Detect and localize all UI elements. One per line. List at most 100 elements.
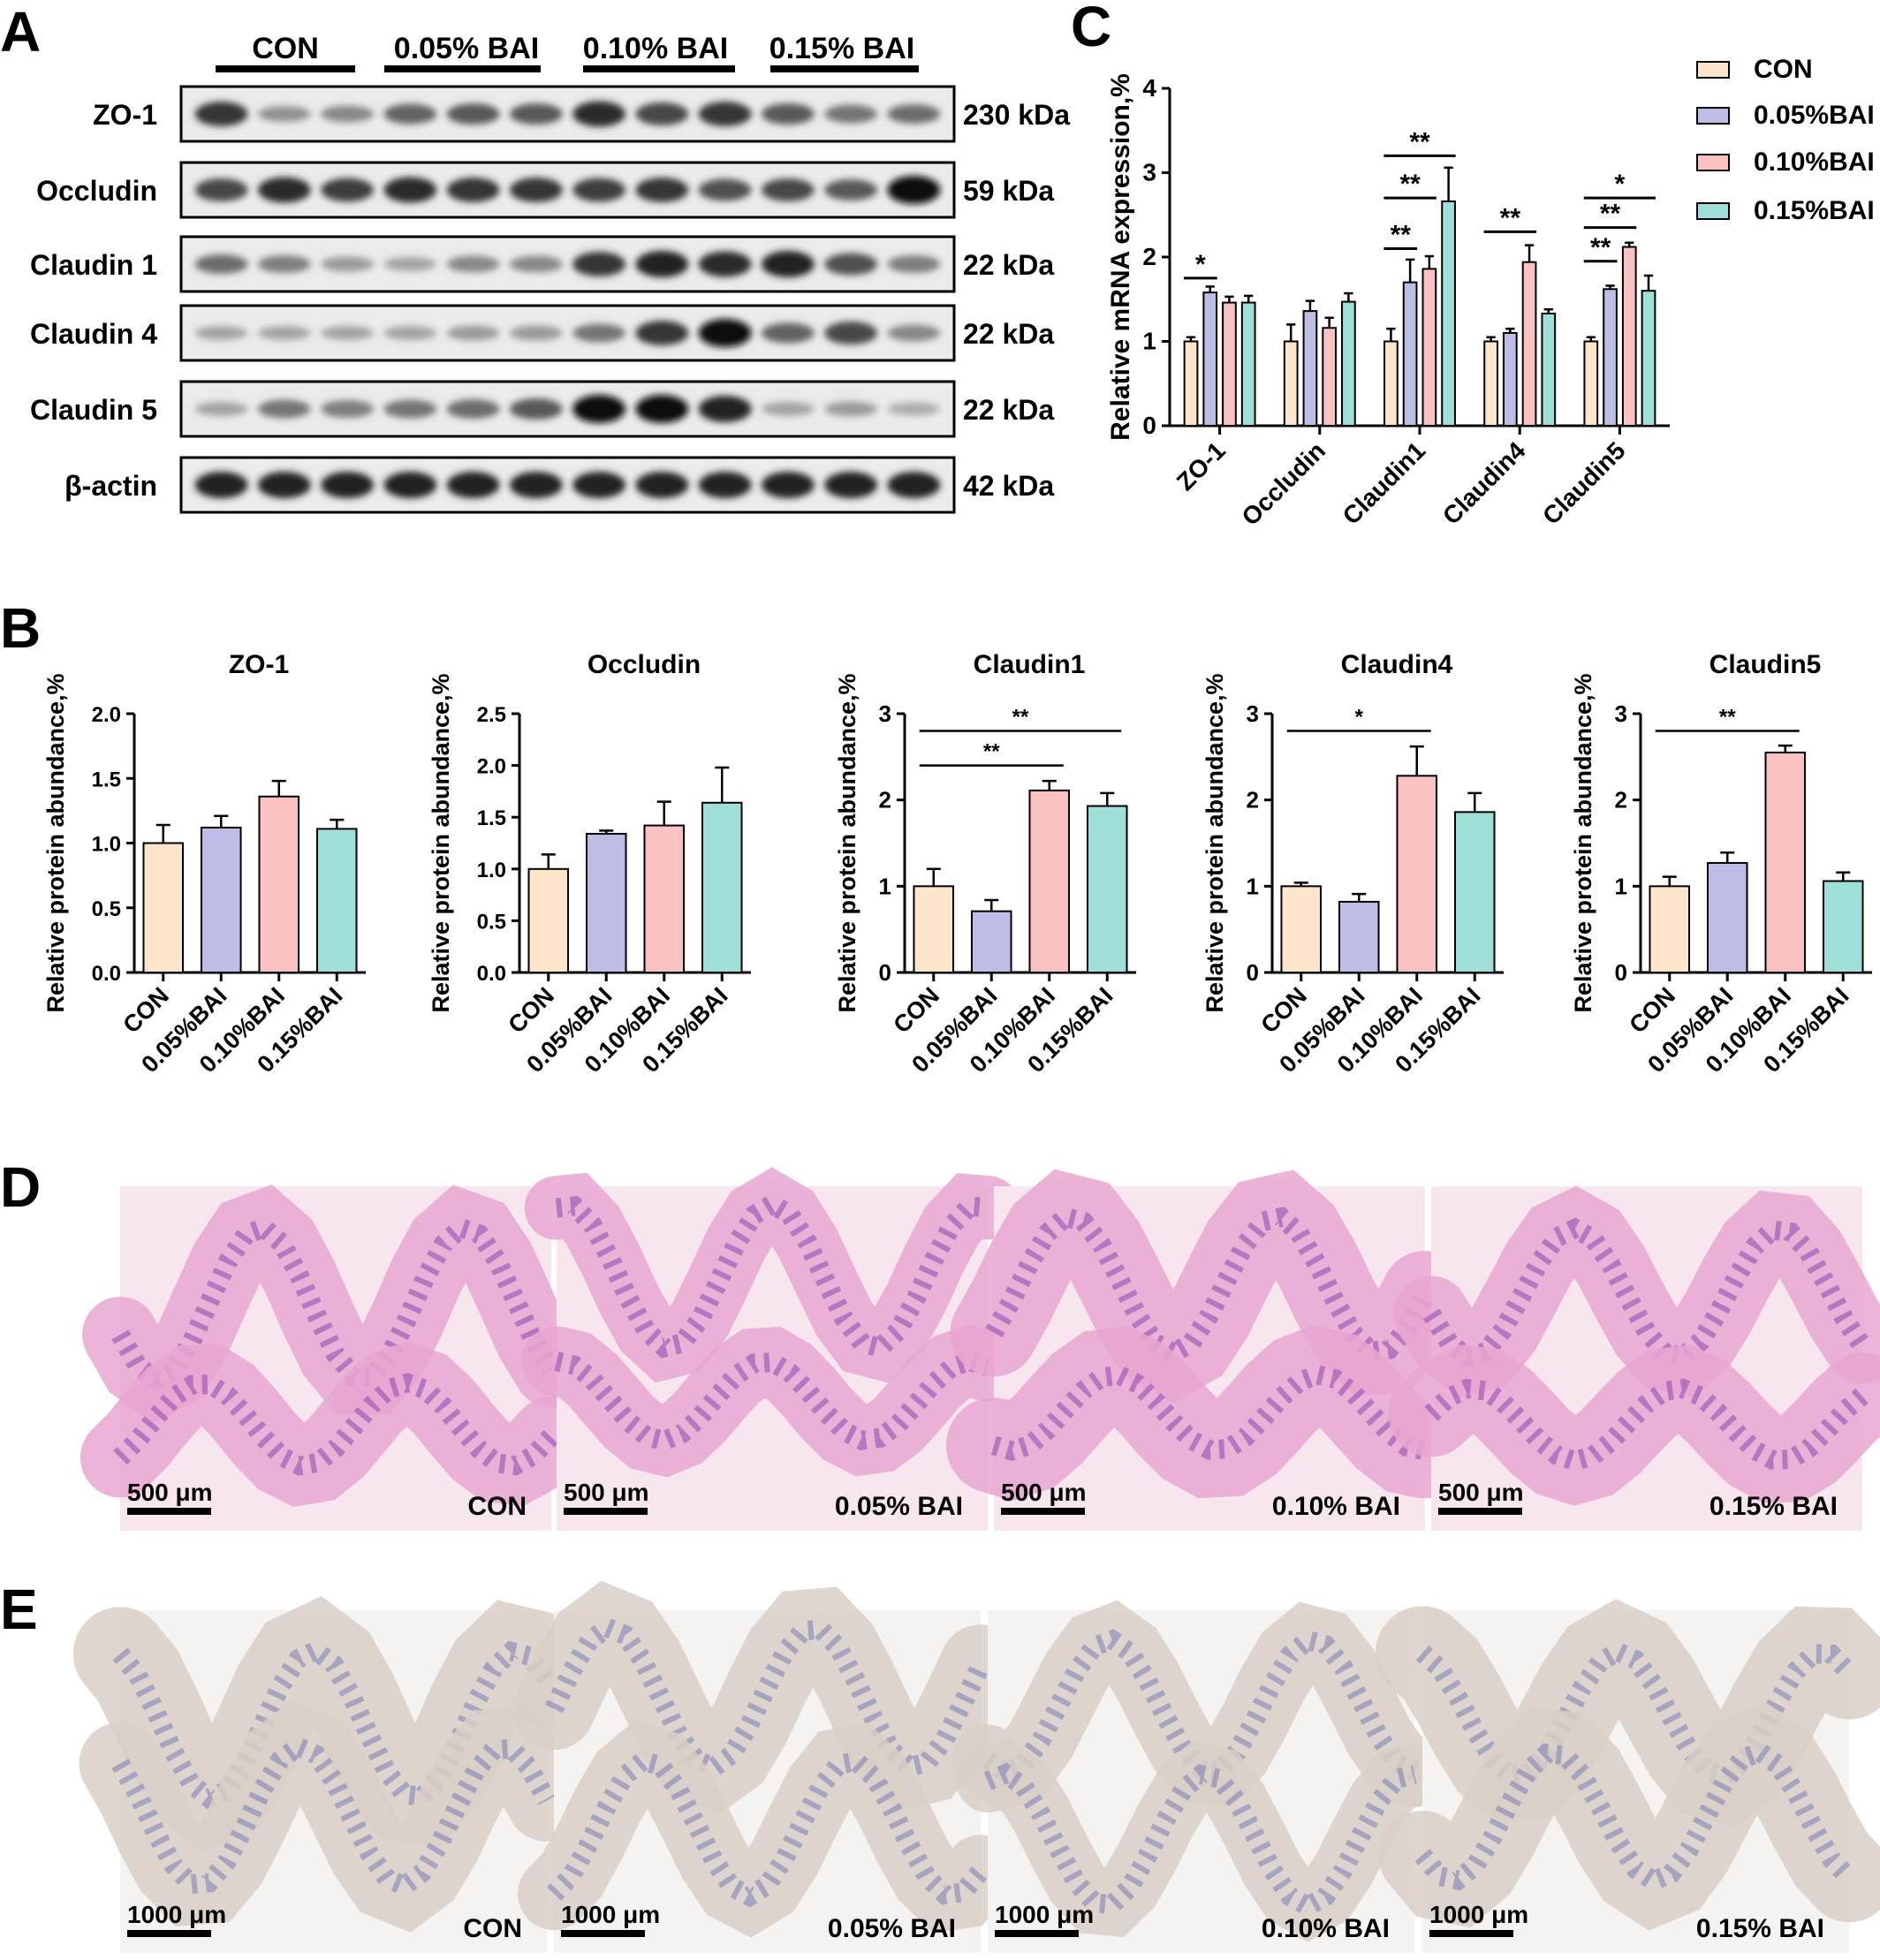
legend-label: 0.15%BAI	[1754, 196, 1875, 225]
y-tick-label: 1	[1247, 873, 1259, 899]
bar	[1283, 340, 1299, 427]
y-axis-label: Relative protein abundance,%	[42, 673, 69, 1012]
bar	[1240, 301, 1256, 427]
wb-band	[321, 178, 375, 202]
histology-group-label: 0.10% BAI	[1272, 1492, 1400, 1521]
wb-band	[321, 256, 375, 272]
wb-band	[383, 257, 437, 271]
wb-band	[698, 251, 752, 277]
protein-chart-claudin1: 0 1 2 3 Relative protein abundance,% Claudin1…	[834, 650, 1136, 1078]
wb-band	[446, 399, 500, 419]
wb-band	[824, 253, 878, 276]
histology-group-label: 0.05% BAI	[828, 1914, 956, 1943]
y-tick-label: 0.5	[92, 897, 121, 921]
wb-protein-label: β-actin	[64, 470, 157, 502]
protein-chart-occludin: 0.0 0.5 1.0 1.5 2.0 2.5 Relative protein abund…	[428, 650, 751, 1078]
wb-band	[383, 472, 437, 498]
wb-band	[257, 177, 311, 203]
significance-label: **	[1719, 706, 1736, 730]
bar	[585, 832, 627, 974]
tissue-crypts	[1424, 1378, 1869, 1472]
scale-bar-label: 1000 μm	[127, 1901, 226, 1928]
wb-band	[635, 251, 689, 277]
he-histology-panel: 500 μm CON 500 μm 0.05% BAI 500 μm 0.10% BAI 5…	[80, 1167, 1880, 1531]
histology-group-label: 0.10% BAI	[1262, 1914, 1390, 1943]
wb-band	[698, 102, 752, 126]
bar	[527, 867, 570, 973]
wb-band	[698, 178, 752, 201]
wb-band	[321, 105, 375, 123]
bar	[1280, 885, 1323, 973]
wb-band	[321, 400, 375, 418]
bar	[258, 795, 300, 974]
wb-band	[887, 324, 941, 342]
bar	[1396, 775, 1438, 973]
y-tick-label: 2	[1142, 243, 1156, 270]
significance-label: **	[983, 740, 1000, 764]
wb-band	[761, 251, 815, 277]
tissue-crypts	[983, 1762, 1417, 1918]
panel-label-a: A	[0, 0, 41, 64]
wb-band	[446, 255, 500, 273]
significance-label: **	[1399, 170, 1421, 199]
x-tick-label: Claudin4	[1437, 436, 1531, 530]
wb-band	[887, 472, 941, 498]
wb-protein-label: ZO-1	[93, 99, 157, 131]
bar	[1621, 246, 1637, 428]
wb-band	[635, 472, 689, 498]
western-blot-panel: CON 0.05% BAI 0.10% BAI 0.15% BAI ZO-1 230 kD…	[30, 32, 1070, 514]
y-tick-label: 1	[879, 873, 891, 899]
scale-bar-label: 1000 μm	[561, 1901, 660, 1928]
significance-label: **	[1590, 233, 1611, 262]
wb-size-label: 230 kDa	[963, 99, 1070, 131]
wb-size-label: 22 kDa	[963, 394, 1054, 426]
x-tick-label: ZO-1	[1171, 436, 1231, 496]
wb-band	[257, 472, 311, 498]
y-tick-label: 1	[1615, 873, 1627, 899]
bar	[1383, 340, 1399, 427]
wb-band	[257, 106, 311, 122]
wb-band	[194, 254, 248, 274]
x-tick-label: Claudin5	[1537, 436, 1631, 530]
wb-band	[383, 399, 437, 419]
tissue-crypts	[545, 1616, 989, 1779]
bar	[970, 910, 1012, 973]
bar	[1183, 340, 1199, 427]
wb-band	[572, 178, 626, 202]
bar	[142, 842, 185, 973]
bar	[701, 801, 743, 973]
wb-band	[572, 472, 626, 498]
bar	[1822, 880, 1864, 973]
wb-band	[321, 326, 375, 340]
y-tick-label: 4	[1142, 74, 1156, 102]
protein-chart-claudin5: 0 1 2 3 Relative protein abundance,% Claudin5…	[1570, 650, 1872, 1078]
wb-band	[446, 103, 500, 125]
panel-label-c: C	[1071, 0, 1111, 58]
wb-band	[321, 472, 375, 498]
y-tick-label: 2	[1615, 787, 1627, 814]
wb-band	[887, 176, 941, 204]
legend-swatch	[1696, 202, 1730, 220]
ihc-histology-panel: 1000 μm CON 1000 μm 0.05% BAI 1000 μm 0.10% B…	[72, 1580, 1880, 1953]
wb-band	[824, 179, 878, 201]
y-tick-label: 2	[879, 787, 891, 814]
wb-group-label: 0.05% BAI	[394, 32, 539, 65]
legend-swatch	[1696, 61, 1730, 79]
wb-band	[761, 402, 815, 416]
significance-label: **	[1012, 706, 1029, 730]
scale-bar-label: 500 μm	[564, 1479, 649, 1506]
wb-protein-label: Claudin 5	[30, 394, 157, 426]
bar	[1028, 789, 1071, 973]
wb-band	[509, 103, 563, 125]
tissue-band	[521, 1324, 1023, 1478]
wb-band	[824, 322, 878, 344]
wb-band	[509, 472, 563, 498]
histology-group-label: 0.15% BAI	[1709, 1492, 1838, 1521]
wb-size-label: 22 kDa	[963, 249, 1054, 281]
protein-chart-zo1: 0.0 0.5 1.0 1.5 2.0 Relative protein abundanc…	[42, 650, 366, 1078]
wb-band	[194, 102, 248, 126]
bar	[1302, 310, 1318, 427]
y-tick-label: 3	[1247, 700, 1259, 727]
wb-band	[257, 255, 311, 273]
